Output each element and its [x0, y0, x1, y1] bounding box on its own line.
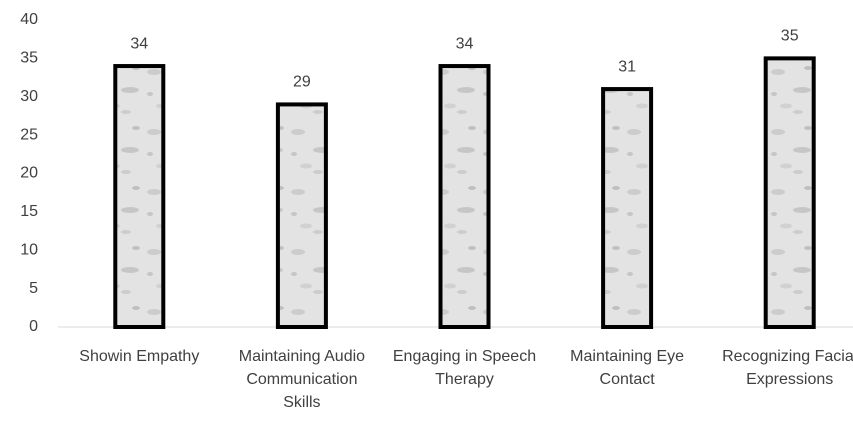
bar: [763, 56, 816, 329]
value-label: 35: [781, 28, 799, 45]
bar: [275, 102, 328, 329]
y-tick-label: 0: [29, 318, 38, 335]
bar: [438, 64, 491, 330]
x-tick-label: Maintaining Audio Communication Skills: [238, 348, 366, 411]
x-tick-label: Recognizing Facial Expressions: [722, 348, 853, 388]
y-tick-label: 25: [20, 126, 38, 143]
bar: [113, 64, 166, 330]
value-label: 34: [130, 35, 148, 52]
y-tick-label: 30: [20, 88, 38, 105]
value-label: 31: [618, 58, 636, 75]
x-tick-label: Maintaining Eye Contact: [570, 348, 685, 388]
x-tick-label: Engaging in Speech Therapy: [392, 348, 537, 388]
y-tick-label: 15: [20, 203, 38, 220]
y-tick-label: 20: [20, 165, 38, 182]
y-tick-label: 5: [29, 280, 38, 297]
x-tick-label: Showin Empathy: [79, 348, 200, 365]
y-tick-label: 10: [20, 241, 38, 258]
value-label: 29: [293, 74, 311, 91]
y-tick-label: 40: [20, 11, 38, 28]
y-tick-label: 35: [20, 50, 38, 67]
bar: [601, 87, 654, 329]
value-label: 34: [456, 35, 474, 52]
